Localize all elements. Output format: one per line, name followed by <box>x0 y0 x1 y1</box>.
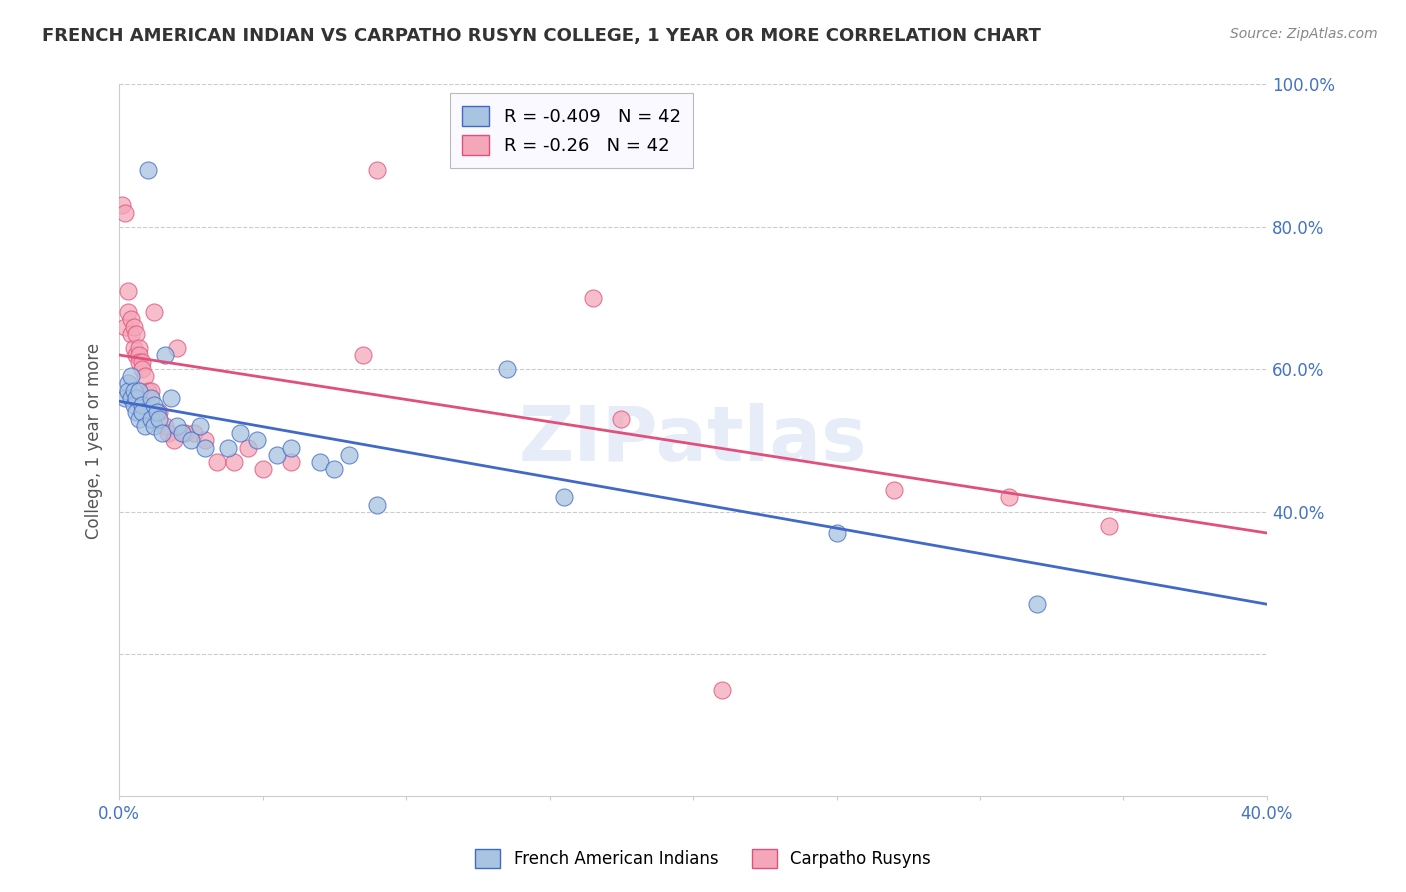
Point <box>150 426 173 441</box>
Point <box>114 391 136 405</box>
Point <box>217 441 239 455</box>
Point <box>139 412 162 426</box>
Point <box>139 384 162 398</box>
Point <box>1098 519 1121 533</box>
Point <box>142 305 165 319</box>
Point <box>309 455 332 469</box>
Point <box>188 419 211 434</box>
Point <box>128 355 150 369</box>
Text: ZIPatlas: ZIPatlas <box>519 403 868 477</box>
Point <box>114 319 136 334</box>
Legend: R = -0.409   N = 42, R = -0.26   N = 42: R = -0.409 N = 42, R = -0.26 N = 42 <box>450 94 693 168</box>
Point <box>610 412 633 426</box>
Point <box>117 384 139 398</box>
Point <box>366 498 388 512</box>
Point <box>160 391 183 405</box>
Point <box>125 326 148 341</box>
Point <box>117 284 139 298</box>
Point <box>120 369 142 384</box>
Point <box>111 198 134 212</box>
Point <box>131 405 153 419</box>
Point <box>136 384 159 398</box>
Point <box>246 434 269 448</box>
Point <box>222 455 245 469</box>
Y-axis label: College, 1 year or more: College, 1 year or more <box>86 343 103 539</box>
Point <box>352 348 374 362</box>
Point <box>238 441 260 455</box>
Point <box>122 398 145 412</box>
Point <box>125 405 148 419</box>
Point <box>883 483 905 498</box>
Point <box>117 305 139 319</box>
Point <box>128 348 150 362</box>
Point <box>117 376 139 391</box>
Point <box>710 682 733 697</box>
Point <box>120 326 142 341</box>
Point <box>136 162 159 177</box>
Point <box>131 398 153 412</box>
Point <box>122 341 145 355</box>
Point <box>252 462 274 476</box>
Point <box>148 405 170 419</box>
Point <box>337 448 360 462</box>
Point <box>142 398 165 412</box>
Point <box>166 341 188 355</box>
Text: Source: ZipAtlas.com: Source: ZipAtlas.com <box>1230 27 1378 41</box>
Point <box>120 391 142 405</box>
Point <box>280 441 302 455</box>
Point <box>134 419 156 434</box>
Point <box>229 426 252 441</box>
Point <box>125 391 148 405</box>
Point <box>128 412 150 426</box>
Point <box>153 419 176 434</box>
Point <box>131 362 153 376</box>
Point <box>153 348 176 362</box>
Point <box>582 291 605 305</box>
Point <box>157 426 180 441</box>
Point <box>553 491 575 505</box>
Text: FRENCH AMERICAN INDIAN VS CARPATHO RUSYN COLLEGE, 1 YEAR OR MORE CORRELATION CHA: FRENCH AMERICAN INDIAN VS CARPATHO RUSYN… <box>42 27 1040 45</box>
Point <box>145 405 167 419</box>
Point <box>266 448 288 462</box>
Point <box>125 348 148 362</box>
Point <box>122 384 145 398</box>
Point <box>114 205 136 219</box>
Point <box>128 341 150 355</box>
Point <box>183 426 205 441</box>
Point <box>148 412 170 426</box>
Point <box>997 491 1019 505</box>
Point <box>366 162 388 177</box>
Point <box>131 355 153 369</box>
Point <box>120 312 142 326</box>
Point <box>172 426 194 441</box>
Point <box>174 426 197 441</box>
Point <box>166 419 188 434</box>
Point <box>163 434 186 448</box>
Point <box>825 526 848 541</box>
Point <box>194 434 217 448</box>
Point <box>139 391 162 405</box>
Point <box>145 405 167 419</box>
Point <box>142 419 165 434</box>
Point <box>128 384 150 398</box>
Point <box>495 362 517 376</box>
Point <box>280 455 302 469</box>
Point <box>205 455 228 469</box>
Point <box>194 441 217 455</box>
Legend: French American Indians, Carpatho Rusyns: French American Indians, Carpatho Rusyns <box>468 843 938 875</box>
Point <box>1026 597 1049 611</box>
Point <box>323 462 346 476</box>
Point <box>122 319 145 334</box>
Point <box>134 369 156 384</box>
Point <box>180 434 202 448</box>
